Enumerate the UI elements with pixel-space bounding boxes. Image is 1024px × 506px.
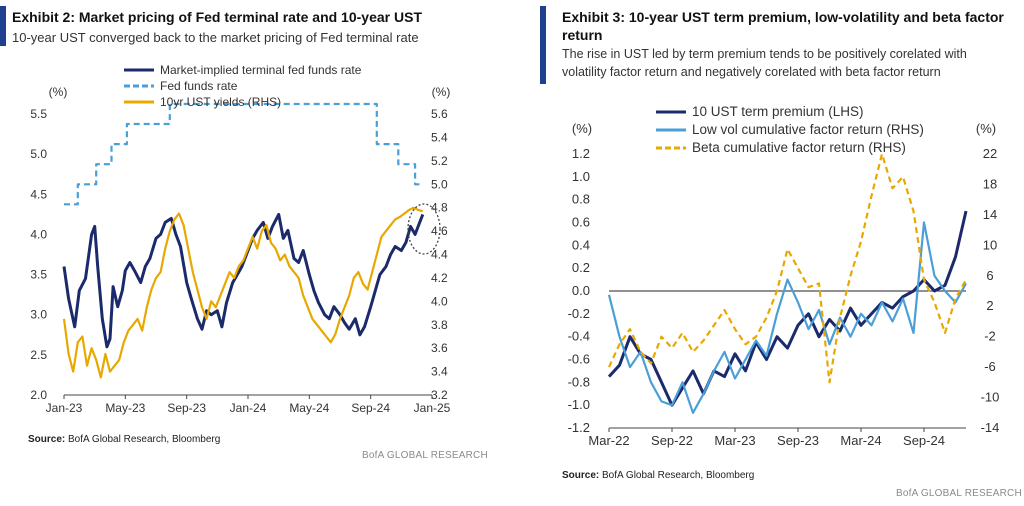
c1-y-right-tick: 5.2: [431, 154, 448, 168]
c2-series-3-line: [608, 152, 967, 384]
c1-x-tick-label: May-24: [289, 401, 329, 415]
c1-x-tick-label: Jan-24: [230, 401, 267, 415]
exhibit-3-panel: Exhibit 3: 10-year UST term premium, low…: [540, 0, 1024, 506]
c2-y-right-tick: -10: [981, 390, 1000, 405]
c2-y-left-tick: 0.6: [572, 215, 590, 230]
exhibit-3-subtitle-line2: volatility factor return and negatively …: [562, 65, 941, 79]
c1-y-left-tick: 3.5: [30, 268, 47, 282]
c1-x-tick-label: Jan-25: [414, 401, 451, 415]
c2-series-1-line: [607, 210, 968, 407]
c2-y-right-tick: 14: [983, 207, 997, 222]
c2-y-right-tick: -2: [984, 329, 996, 344]
c1-y-left-tick: 4.0: [30, 227, 47, 241]
c1-x-tick-label: May-23: [105, 401, 145, 415]
c1-y-right-unit: (%): [432, 85, 451, 99]
c1-legend-label-1: Market-implied terminal fed funds rate: [160, 63, 362, 77]
c2-y-right-tick: 2: [986, 298, 993, 313]
c1-series-2-line: [64, 102, 423, 206]
exhibit-3-title-line1: Exhibit 3: 10-year UST term premium, low…: [562, 9, 1004, 25]
c2-legend-label-2: Low vol cumulative factor return (RHS): [692, 122, 924, 137]
c2-y-left-tick: 1.0: [572, 169, 590, 184]
c2-y-left-tick: 0.2: [572, 260, 590, 275]
c1-x-tick-label: Sep-23: [167, 401, 206, 415]
exhibit-2-title: Exhibit 2: Market pricing of Fed termina…: [12, 9, 422, 25]
c2-x-tick-label: Mar-24: [840, 433, 881, 448]
c2-y-left-tick: -1.0: [568, 397, 590, 412]
c2-y-left-tick: 1.2: [572, 146, 590, 161]
exhibit-3-source-label: Source:: [562, 470, 600, 481]
c1-x-tick-label: Jan-23: [46, 401, 83, 415]
c2-y-right-unit: (%): [976, 121, 996, 136]
c1-series-3-line: [62, 206, 424, 379]
c1-y-right-tick: 4.0: [431, 294, 448, 308]
c1-y-left-tick: 2.5: [30, 348, 47, 362]
c2-x-tick-label: Sep-22: [651, 433, 693, 448]
c1-y-right-tick: 4.4: [431, 248, 448, 262]
c1-annotation-circle: [407, 203, 441, 255]
c1-y-right-tick: 3.4: [431, 365, 448, 379]
exhibit-3-title-line2: return: [562, 27, 603, 43]
c2-y-left-tick: -0.6: [568, 352, 590, 367]
c2-y-left-tick: -1.2: [568, 420, 590, 435]
c2-y-right-tick: -14: [981, 420, 1000, 435]
c2-y-left-tick: 0.8: [572, 192, 590, 207]
c2-x-tick-label: Mar-23: [714, 433, 755, 448]
exhibit-3-source: Source: BofA Global Research, Bloomberg: [562, 470, 754, 481]
c2-y-right-tick: 18: [983, 176, 997, 191]
c1-legend-label-2: Fed funds rate: [160, 79, 238, 93]
c2-y-right-tick: -6: [984, 359, 996, 374]
exhibit-2-subtitle: 10-year UST converged back to the market…: [12, 30, 419, 45]
exhibit-2-brand: BofA GLOBAL RESEARCH: [362, 450, 488, 461]
c1-y-right-tick: 3.2: [431, 388, 448, 402]
c1-y-left-tick: 2.0: [30, 388, 47, 402]
c1-y-left-tick: 5.5: [30, 107, 47, 121]
c2-x-tick-label: Sep-23: [777, 433, 819, 448]
c1-y-left-tick: 3.0: [30, 308, 47, 322]
exhibit-3-subtitle-line1: The rise in UST led by term premium tend…: [562, 47, 967, 61]
c2-y-right-tick: 10: [983, 237, 997, 252]
exhibit-2-chart: 5.5 5.0 4.5 4.0 3.5 3.0 2.5 2.0 5.6 5.4 5.2 5.0 4.8 4…: [30, 63, 451, 415]
c2-legend-label-3: Beta cumulative factor return (RHS): [692, 140, 906, 155]
c1-y-right-tick: 5.4: [431, 130, 448, 144]
c2-y-left-unit: (%): [572, 121, 592, 136]
exhibit-2-source-label: Source:: [28, 434, 66, 445]
c2-series-2-line: [607, 221, 967, 414]
exhibit-3-brand: BofA GLOBAL RESEARCH: [896, 488, 1022, 499]
c1-y-left-unit: (%): [49, 85, 68, 99]
c1-y-right-tick: 3.8: [431, 318, 448, 332]
c2-y-right-tick: 22: [983, 146, 997, 161]
c2-y-left-tick: -0.8: [568, 374, 590, 389]
c1-y-right-tick: 4.6: [431, 224, 448, 238]
exhibit-2-source: Source: BofA Global Research, Bloomberg: [28, 434, 220, 445]
c1-y-left-tick: 5.0: [30, 147, 47, 161]
c1-y-left-tick: 4.5: [30, 187, 47, 201]
c2-y-left-tick: 0.4: [572, 237, 590, 252]
c1-y-right-tick: 4.2: [431, 271, 448, 285]
c2-y-left-tick: 0.0: [572, 283, 590, 298]
c2-y-left-tick: -0.4: [568, 329, 590, 344]
c1-y-right-tick: 5.0: [431, 177, 448, 191]
c2-y-right-tick: 6: [986, 268, 993, 283]
c2-legend-label-1: 10 UST term premium (LHS): [692, 104, 864, 119]
c2-x-tick-label: Mar-22: [588, 433, 629, 448]
c1-series-1-line: [62, 212, 425, 349]
c1-y-right-tick: 4.8: [431, 201, 448, 215]
c2-x-tick-label: Sep-24: [903, 433, 945, 448]
c2-y-left-tick: -0.2: [568, 306, 590, 321]
exhibit-2-accent-bar: [0, 6, 6, 46]
exhibit-3-accent-bar: [540, 6, 546, 84]
exhibit-3-source-text: BofA Global Research, Bloomberg: [599, 470, 755, 481]
c1-legend-label-3: 10yr UST yields (RHS): [160, 95, 281, 109]
exhibit-2-panel: Exhibit 2: Market pricing of Fed termina…: [0, 0, 500, 506]
c1-x-tick-label: Sep-24: [351, 401, 390, 415]
c1-y-right-tick: 5.6: [431, 107, 448, 121]
c1-y-right-tick: 3.6: [431, 341, 448, 355]
exhibit-2-source-text: BofA Global Research, Bloomberg: [65, 434, 221, 445]
